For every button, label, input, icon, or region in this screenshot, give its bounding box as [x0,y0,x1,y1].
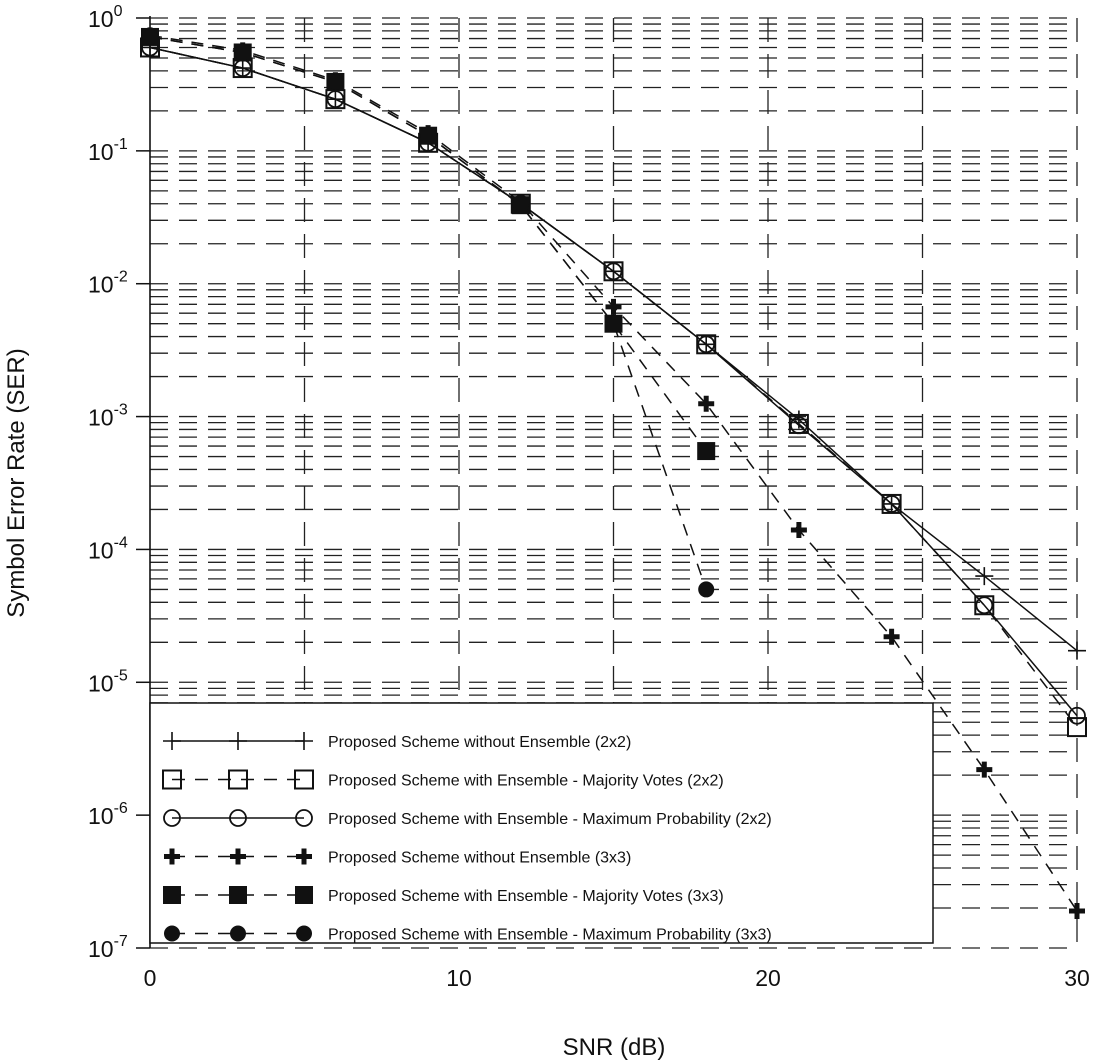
legend-marker [295,886,313,904]
data-point [604,262,623,281]
data-point [696,334,717,355]
data-point [883,628,900,645]
data-point [327,73,344,90]
legend-marker [295,732,313,750]
legend-marker [229,886,247,904]
data-point [697,442,716,461]
legend-marker [230,848,246,865]
legend-item: Proposed Scheme without Ensemble (2x2) [163,732,631,751]
legend-marker [163,809,181,827]
legend-item: Proposed Scheme with Ensemble - Maximum … [164,925,772,944]
legend-label: Proposed Scheme with Ensemble - Majority… [328,888,724,905]
data-point [790,416,808,435]
legend-label: Proposed Scheme without Ensemble (2x2) [328,734,631,751]
legend-marker [163,886,181,904]
data-point [976,761,993,778]
legend-item: Proposed Scheme with Ensemble - Majority… [162,769,724,790]
series-3 [141,38,1086,725]
legend-label: Proposed Scheme without Ensemble (3x3) [328,850,631,867]
legend-marker [162,769,182,790]
data-point [975,596,994,615]
y-tick-label: 10-3 [88,402,128,431]
y-tick-label: 10-2 [88,269,128,298]
data-point [1068,641,1086,660]
data-point [326,90,345,109]
data-point [1068,706,1086,725]
data-point [698,395,715,412]
data-point [603,261,624,282]
legend-label: Proposed Scheme with Ensemble - Maximum … [328,811,772,828]
legend-label: Proposed Scheme with Ensemble - Maximum … [328,927,772,944]
legend-label: Proposed Scheme with Ensemble - Majority… [328,773,724,790]
data-point [605,315,622,332]
legend-marker [296,848,312,865]
y-tick-label: 10-7 [88,933,128,962]
series-group [140,27,1087,919]
legend-item: Proposed Scheme with Ensemble - Maximum … [163,809,772,828]
legend-marker [294,769,314,790]
legend-item: Proposed Scheme without Ensemble (3x3) [164,848,631,867]
data-point [975,567,994,586]
legend-marker [230,925,246,942]
data-point [882,495,901,513]
legend-box [149,702,934,944]
legend-marker [164,925,180,942]
legend-item: Proposed Scheme with Ensemble - Majority… [163,886,724,905]
y-axis-label: Symbol Error Rate (SER) [3,348,30,617]
x-tick-label: 20 [755,965,781,991]
legend-marker [163,732,181,750]
legend-marker [229,732,247,750]
legend-marker [229,809,247,827]
data-point [698,581,715,598]
data-point [512,197,529,214]
legend-marker [228,769,248,790]
legend: Proposed Scheme without Ensemble (2x2) Pr… [149,702,934,944]
y-tick-label: 10-4 [88,534,128,563]
x-tick-label: 0 [144,965,157,991]
y-tick-label: 100 [88,3,123,32]
x-tick-label: 10 [446,965,472,991]
data-point [697,335,716,354]
x-axis-label: SNR (dB) [563,1034,666,1061]
legend-marker [295,809,313,827]
y-tick-label: 10-5 [88,667,128,696]
x-tick-label: 30 [1064,965,1090,991]
data-point [790,522,807,539]
legend-marker [164,848,180,865]
y-tick-label: 10-6 [88,800,128,829]
data-point [974,595,995,616]
data-point [1067,717,1087,738]
data-point [881,493,902,514]
data-point [605,298,622,315]
data-point [420,127,437,144]
data-point [142,28,158,45]
legend-marker [296,925,312,942]
series-6 [142,28,715,598]
data-point [1069,902,1085,919]
y-tick-label: 10-1 [88,136,128,165]
series-line [149,46,1078,717]
data-point [234,44,251,61]
